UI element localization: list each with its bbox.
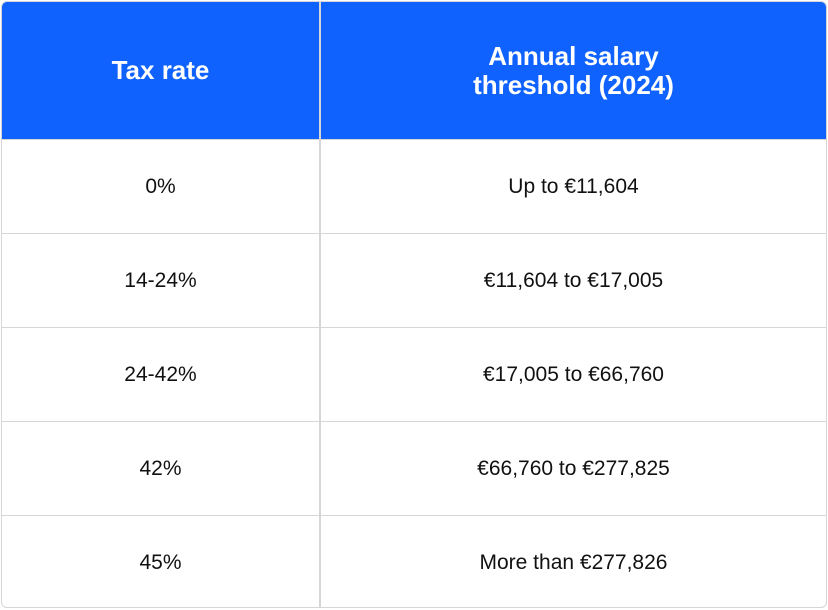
table-row: 24-42% €17,005 to €66,760	[2, 327, 826, 422]
table-row: 0% Up to €11,604	[2, 139, 826, 234]
table-row: 42% €66,760 to €277,825	[2, 421, 826, 516]
tax-rate-cell: 24-42%	[2, 327, 320, 422]
table-row: 14-24% €11,604 to €17,005	[2, 233, 826, 328]
threshold-cell: €11,604 to €17,005	[319, 233, 826, 328]
header-text: Tax rate	[111, 55, 210, 85]
threshold-cell: €17,005 to €66,760	[319, 327, 826, 422]
threshold-cell: €66,760 to €277,825	[319, 421, 826, 516]
threshold-cell: More than €277,826	[319, 515, 826, 607]
tax-rate-cell: 45%	[2, 515, 320, 607]
tax-rate-cell: 42%	[2, 421, 320, 516]
table-body: 0% Up to €11,604 14-24% €11,604 to €17,005 2…	[2, 139, 826, 607]
header-cell: Tax rate	[2, 2, 320, 140]
header-cell: Annual salary threshold (2024)	[319, 2, 826, 140]
header-text: Annual salary threshold (2024)	[473, 40, 674, 100]
header-row: Tax rate Annual salary threshold (2024)	[2, 2, 826, 140]
tax-rate-cell: 14-24%	[2, 233, 320, 328]
threshold-cell: Up to €11,604	[319, 139, 826, 234]
table-row: 45% More than €277,826	[2, 515, 826, 607]
tax-rate-cell: 0%	[2, 139, 320, 234]
